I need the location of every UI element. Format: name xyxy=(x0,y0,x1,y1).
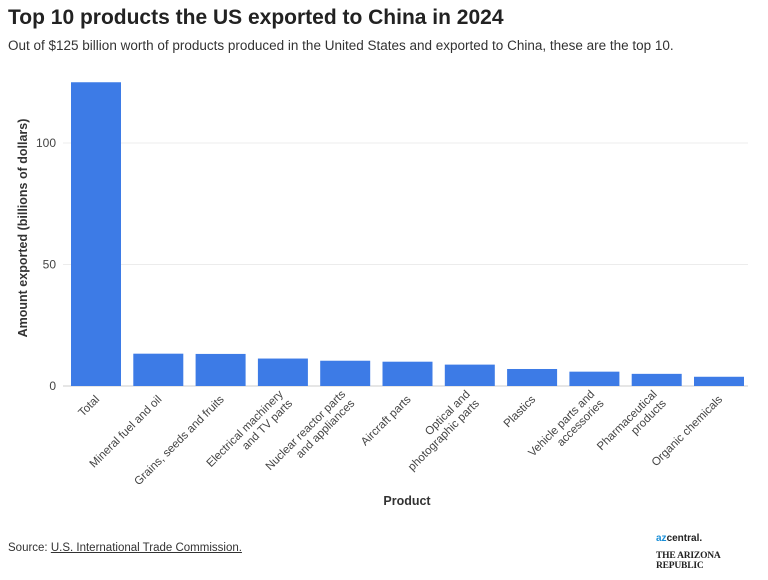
y-tick-label: 0 xyxy=(49,379,56,393)
bar xyxy=(569,371,620,386)
source-note: Source: U.S. International Trade Commiss… xyxy=(8,542,242,554)
bar xyxy=(631,373,682,386)
arizona-republic-logo: THE ARIZONA REPUBLIC xyxy=(656,551,721,571)
bar xyxy=(694,376,744,386)
y-tick-label: 100 xyxy=(36,136,56,150)
x-tick-label: Aircraft parts xyxy=(359,393,414,448)
x-axis-label: Product xyxy=(383,494,431,508)
x-tick-label: Total xyxy=(76,394,102,420)
x-tick-label-line: Total xyxy=(76,394,102,420)
x-tick-label-line: Aircraft parts xyxy=(359,393,414,448)
x-tick-label-line: Plastics xyxy=(502,393,539,430)
bar xyxy=(320,360,371,386)
y-tick-label: 50 xyxy=(43,258,57,272)
bar xyxy=(257,358,308,386)
bar xyxy=(195,353,246,386)
bar xyxy=(507,368,558,386)
x-tick-label: Plastics xyxy=(502,393,539,430)
azcentral-logo: azcentral. xyxy=(656,533,703,544)
bar xyxy=(382,361,433,386)
source-link[interactable]: U.S. International Trade Commission. xyxy=(50,542,242,554)
bar xyxy=(444,364,495,386)
bar xyxy=(71,82,121,386)
chart-subtitle: Out of $125 billion worth of products pr… xyxy=(8,38,674,53)
x-tick-label: Vehicle parts andaccessories xyxy=(526,388,606,468)
y-axis-label: Amount exported (billions of dollars) xyxy=(16,119,30,338)
bar xyxy=(133,353,184,386)
source-prefix: Source: xyxy=(8,542,51,554)
chart-title: Top 10 products the US exported to China… xyxy=(8,6,504,29)
